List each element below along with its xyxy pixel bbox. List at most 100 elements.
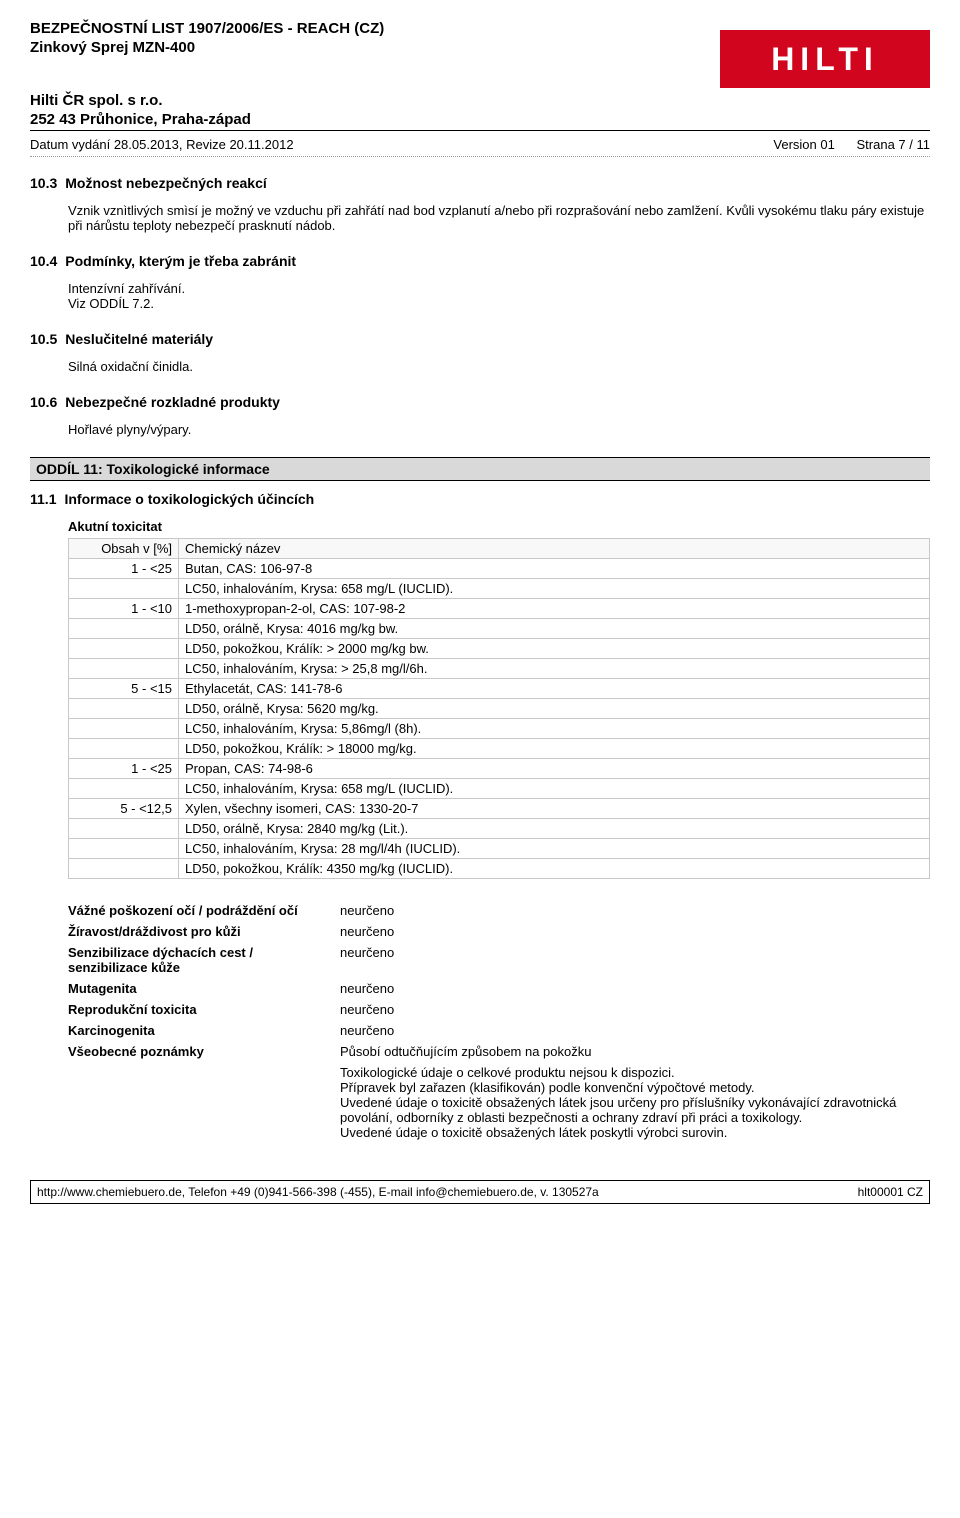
- info-spacer: [68, 1065, 328, 1140]
- logo-box: HILTI: [720, 30, 930, 88]
- issue-date: Datum vydání 28.05.2013, Revize 20.11.20…: [30, 137, 294, 152]
- page-footer: http://www.chemiebuero.de, Telefon +49 (…: [30, 1180, 930, 1204]
- table-cell: Ethylacetát, CAS: 141-78-6: [179, 679, 930, 699]
- table-cell: 5 - <15: [69, 679, 179, 699]
- table-cell: Butan, CAS: 106-97-8: [179, 559, 930, 579]
- table-cell: [69, 839, 179, 859]
- table-cell: [69, 719, 179, 739]
- table-cell: LD50, orálně, Krysa: 2840 mg/kg (Lit.).: [179, 819, 930, 839]
- section-number: 10.4: [30, 253, 57, 269]
- toxicity-table: Obsah v [%]Chemický název1 - <25Butan, C…: [68, 538, 930, 879]
- section-10-5-heading: 10.5 Neslučitelné materiály: [30, 331, 930, 347]
- section-number: 10.6: [30, 394, 57, 410]
- table-header-cell: Obsah v [%]: [69, 539, 179, 559]
- note-line: Toxikologické údaje o celkové produktu n…: [340, 1065, 930, 1080]
- note-line: Přípravek byl zařazen (klasifikován) pod…: [340, 1080, 930, 1095]
- meta-row: Datum vydání 28.05.2013, Revize 20.11.20…: [30, 135, 930, 157]
- info-value: neurčeno: [340, 1023, 930, 1038]
- table-cell: 1 - <25: [69, 559, 179, 579]
- table-cell: LD50, pokožkou, Králík: > 18000 mg/kg.: [179, 739, 930, 759]
- table-header-cell: Chemický název: [179, 539, 930, 559]
- table-cell: LD50, orálně, Krysa: 4016 mg/kg bw.: [179, 619, 930, 639]
- section-10-3-heading: 10.3 Možnost nebezpečných reakcí: [30, 175, 930, 191]
- info-value: neurčeno: [340, 1002, 930, 1017]
- table-cell: LD50, orálně, Krysa: 5620 mg/kg.: [179, 699, 930, 719]
- section-line: Viz ODDÍL 7.2.: [68, 296, 930, 311]
- table-row: 1 - <25Butan, CAS: 106-97-8: [69, 559, 930, 579]
- info-value: Působí odtučňujícím způsobem na pokožku: [340, 1044, 930, 1059]
- section-line: Intenzívní zahřívání.: [68, 281, 930, 296]
- table-cell: LD50, pokožkou, Králík: 4350 mg/kg (IUCL…: [179, 859, 930, 879]
- logo-text: HILTI: [771, 41, 879, 78]
- footer-left: http://www.chemiebuero.de, Telefon +49 (…: [37, 1185, 599, 1199]
- info-label: Mutagenita: [68, 981, 328, 996]
- section-10-6-heading: 10.6 Nebezpečné rozkladné produkty: [30, 394, 930, 410]
- table-row: 1 - <101-methoxypropan-2-ol, CAS: 107-98…: [69, 599, 930, 619]
- table-cell: LC50, inhalováním, Krysa: 5,86mg/l (8h).: [179, 719, 930, 739]
- footer-right: hlt00001 CZ: [858, 1185, 923, 1199]
- section-number: 10.5: [30, 331, 57, 347]
- note-line: Uvedené údaje o toxicitě obsažených láte…: [340, 1095, 930, 1125]
- section-number: 10.3: [30, 175, 57, 191]
- table-row: LC50, inhalováním, Krysa: 5,86mg/l (8h).: [69, 719, 930, 739]
- company-address: 252 43 Průhonice, Praha-západ: [30, 111, 930, 131]
- table-cell: [69, 819, 179, 839]
- table-row: LC50, inhalováním, Krysa: 658 mg/L (IUCL…: [69, 579, 930, 599]
- table-cell: 1-methoxypropan-2-ol, CAS: 107-98-2: [179, 599, 930, 619]
- table-cell: LC50, inhalováním, Krysa: 28 mg/l/4h (IU…: [179, 839, 930, 859]
- akutni-toxicitat-label: Akutní toxicitat: [68, 519, 930, 534]
- section-10-6-body: Hořlavé plyny/výpary.: [68, 422, 930, 437]
- table-cell: [69, 619, 179, 639]
- table-cell: LC50, inhalováním, Krysa: 658 mg/L (IUCL…: [179, 579, 930, 599]
- section-title: Nebezpečné rozkladné produkty: [65, 394, 280, 410]
- info-label: Karcinogenita: [68, 1023, 328, 1038]
- table-row: LD50, orálně, Krysa: 4016 mg/kg bw.: [69, 619, 930, 639]
- table-row: LD50, pokožkou, Králík: > 2000 mg/kg bw.: [69, 639, 930, 659]
- info-value: neurčeno: [340, 903, 930, 918]
- company-name: Hilti ČR spol. s r.o.: [30, 92, 930, 109]
- table-cell: 5 - <12,5: [69, 799, 179, 819]
- info-label: Všeobecné poznámky: [68, 1044, 328, 1059]
- info-value: neurčeno: [340, 981, 930, 996]
- table-row: LD50, pokožkou, Králík: > 18000 mg/kg.: [69, 739, 930, 759]
- section-number: 11.1: [30, 491, 56, 507]
- table-cell: Propan, CAS: 74-98-6: [179, 759, 930, 779]
- section-11-1-heading: 11.1 Informace o toxikologických účincíc…: [30, 491, 930, 507]
- section-title: Informace o toxikologických účincích: [64, 491, 314, 507]
- info-value: neurčeno: [340, 945, 930, 975]
- oddil-11-bar: ODDÍL 11: Toxikologické informace: [30, 457, 930, 481]
- table-row: LC50, inhalováním, Krysa: 28 mg/l/4h (IU…: [69, 839, 930, 859]
- table-row: LD50, orálně, Krysa: 5620 mg/kg.: [69, 699, 930, 719]
- table-cell: [69, 859, 179, 879]
- section-10-5-body: Silná oxidační činidla.: [68, 359, 930, 374]
- page-number: Strana 7 / 11: [857, 137, 930, 152]
- table-cell: LD50, pokožkou, Králík: > 2000 mg/kg bw.: [179, 639, 930, 659]
- table-row: LC50, inhalováním, Krysa: 658 mg/L (IUCL…: [69, 779, 930, 799]
- table-cell: LC50, inhalováním, Krysa: 658 mg/L (IUCL…: [179, 779, 930, 799]
- general-notes: Toxikologické údaje o celkové produktu n…: [340, 1065, 930, 1140]
- table-cell: [69, 739, 179, 759]
- section-10-4-heading: 10.4 Podmínky, kterým je třeba zabránit: [30, 253, 930, 269]
- table-cell: Xylen, všechny isomeri, CAS: 1330-20-7: [179, 799, 930, 819]
- info-label: Senzibilizace dýchacích cest / senzibili…: [68, 945, 328, 975]
- section-title: Podmínky, kterým je třeba zabránit: [65, 253, 296, 269]
- table-cell: [69, 659, 179, 679]
- table-row: LD50, pokožkou, Králík: 4350 mg/kg (IUCL…: [69, 859, 930, 879]
- table-cell: [69, 639, 179, 659]
- table-cell: 1 - <10: [69, 599, 179, 619]
- table-row: LC50, inhalováním, Krysa: > 25,8 mg/l/6h…: [69, 659, 930, 679]
- table-cell: 1 - <25: [69, 759, 179, 779]
- info-label: Žíravost/dráždivost pro kůži: [68, 924, 328, 939]
- section-10-3-body: Vznik vznìtlivých smìsí je možný ve vzdu…: [68, 203, 930, 233]
- section-title: Neslučitelné materiály: [65, 331, 213, 347]
- note-line: Uvedené údaje o toxicitě obsažených láte…: [340, 1125, 930, 1140]
- info-label: Reprodukční toxicita: [68, 1002, 328, 1017]
- table-cell: [69, 579, 179, 599]
- version: Version 01: [773, 137, 834, 152]
- table-cell: [69, 779, 179, 799]
- table-row: 5 - <15Ethylacetát, CAS: 141-78-6: [69, 679, 930, 699]
- info-grid: Vážné poškození očí / podráždění očí neur…: [68, 903, 930, 1140]
- table-header-row: Obsah v [%]Chemický název: [69, 539, 930, 559]
- table-row: 1 - <25Propan, CAS: 74-98-6: [69, 759, 930, 779]
- info-label: Vážné poškození očí / podráždění očí: [68, 903, 328, 918]
